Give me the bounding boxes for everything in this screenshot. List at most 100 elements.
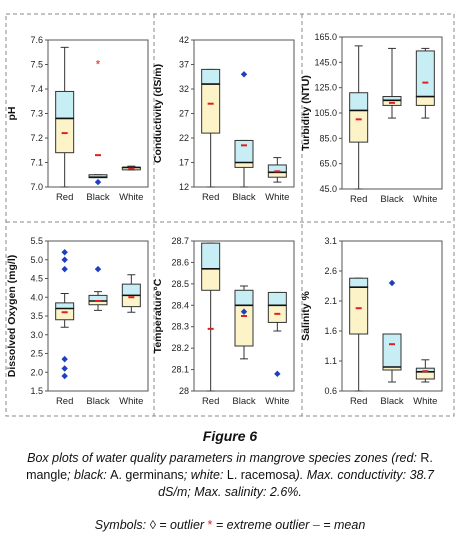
y-tick-label: 22 xyxy=(179,133,189,143)
y-tick-label: 7.5 xyxy=(30,60,43,70)
y-axis-label: Temperature°C xyxy=(152,278,164,353)
chart-panel-5: 28 28.1 28.2 28.3 28.4 28.5 28.6 28.7 Temperatur… xyxy=(152,236,295,407)
box-upper-quartile xyxy=(382,333,402,368)
outlier-point xyxy=(61,365,68,372)
box-lower-quartile xyxy=(349,286,369,335)
outlier-point xyxy=(61,265,68,273)
figure-outer-frame xyxy=(5,13,455,417)
box-upper-quartile xyxy=(234,139,254,163)
y-tick-label: 1.6 xyxy=(324,326,337,336)
y-tick-label: 7.3 xyxy=(30,109,43,119)
outlier-point xyxy=(61,372,68,380)
extreme-outlier-point: * xyxy=(96,58,101,72)
symbols-prefix: Symbols: xyxy=(94,518,150,532)
outlier-point xyxy=(61,256,68,263)
y-tick-label: 125.0 xyxy=(314,83,337,93)
outlier-symbol-glyph: ◊ xyxy=(149,518,156,532)
y-tick-label: 32 xyxy=(179,84,189,94)
box-lower-quartile xyxy=(201,268,221,291)
y-tick-label: 12 xyxy=(179,182,189,192)
x-category-label: Black xyxy=(232,396,255,407)
outlier-legend-text: = outlier xyxy=(155,518,208,532)
outlier-point xyxy=(94,178,102,186)
y-tick-label: 28.7 xyxy=(171,236,189,246)
box-upper-quartile xyxy=(267,291,287,306)
figure-label: Figure 6 xyxy=(202,428,258,444)
y-tick-label: 165.0 xyxy=(314,32,337,42)
box-lower-quartile xyxy=(201,83,221,134)
y-tick-label: 7.2 xyxy=(30,133,43,143)
caption-text-2: ; black: xyxy=(67,468,111,482)
y-tick-label: 4.5 xyxy=(30,274,43,284)
x-category-label: White xyxy=(119,396,143,407)
x-category-label: Black xyxy=(380,396,403,407)
y-tick-label: 28.6 xyxy=(171,257,189,267)
y-tick-label: 5.0 xyxy=(30,255,43,265)
y-tick-label: 65.0 xyxy=(319,159,337,169)
box-upper-quartile xyxy=(201,68,221,85)
y-tick-label: 28 xyxy=(179,386,189,396)
outlier-point xyxy=(274,370,281,378)
x-category-label: White xyxy=(413,396,437,407)
box-upper-quartile xyxy=(349,92,369,111)
x-category-label: Red xyxy=(56,192,73,203)
y-tick-label: 0.6 xyxy=(324,386,337,396)
outlier-point xyxy=(388,279,396,287)
box-upper-quartile xyxy=(415,50,435,98)
box-upper-quartile xyxy=(55,90,75,119)
x-category-label: Red xyxy=(202,396,219,407)
figure-caption: Box plots of water quality parameters in… xyxy=(10,450,450,501)
y-axis-label: Dissolved Oxygen (mg/l) xyxy=(6,255,18,378)
y-tick-label: 7.4 xyxy=(30,84,43,94)
x-category-label: Black xyxy=(86,396,109,407)
y-tick-label: 28.3 xyxy=(171,322,189,332)
y-tick-label: 4.0 xyxy=(30,292,43,302)
y-tick-label: 1.1 xyxy=(324,356,337,366)
chart-panel-3: 45.0 65.0 85.0 105.0 125.0 145.0 165.0 Turbidit… xyxy=(300,32,443,205)
x-category-label: Black xyxy=(380,194,403,205)
y-tick-label: 28.2 xyxy=(171,343,189,353)
x-category-label: White xyxy=(265,192,289,203)
box-lower-quartile xyxy=(349,109,369,143)
y-tick-label: 7.0 xyxy=(30,182,43,192)
y-tick-label: 7.1 xyxy=(30,158,43,168)
mean-symbol-glyph: – xyxy=(312,518,320,532)
y-tick-label: 3.1 xyxy=(324,236,337,246)
y-axis-label: pH xyxy=(6,107,18,121)
box-lower-quartile xyxy=(415,96,435,106)
y-tick-label: 27 xyxy=(179,109,189,119)
box-lower-quartile xyxy=(415,371,435,380)
caption-text-3: ; white: xyxy=(183,468,227,482)
y-tick-label: 2.6 xyxy=(324,266,337,276)
y-tick-label: 7.6 xyxy=(30,35,43,45)
y-tick-label: 17 xyxy=(179,158,189,168)
outlier-point xyxy=(240,308,248,315)
extreme-outlier-legend-text: = extreme outlier xyxy=(212,518,313,532)
x-category-label: White xyxy=(265,396,289,407)
outlier-point xyxy=(61,249,68,256)
y-tick-label: 85.0 xyxy=(319,133,337,143)
x-category-label: Red xyxy=(56,396,73,407)
symbols-legend: Symbols: ◊ = outlier * = extreme outlier… xyxy=(0,518,460,532)
y-tick-label: 3.0 xyxy=(30,330,43,340)
x-category-label: Red xyxy=(202,192,219,203)
y-tick-label: 1.5 xyxy=(30,386,43,396)
x-category-label: White xyxy=(119,192,143,203)
y-tick-label: 28.1 xyxy=(171,365,189,375)
box-upper-quartile xyxy=(121,283,141,296)
y-axis-label: Conductivity (dS/m) xyxy=(152,64,164,163)
outlier-point xyxy=(240,71,248,78)
y-tick-label: 37 xyxy=(179,60,189,70)
box-upper-quartile xyxy=(55,302,75,309)
caption-species-white: L. racemosa xyxy=(226,468,296,482)
chart-panel-4: 1.5 2.0 2.5 3.0 3.5 4.0 4.5 5.0 5.5 Dissolved Oxy… xyxy=(6,236,149,407)
y-tick-label: 2.1 xyxy=(324,296,337,306)
extreme-outlier-symbol-glyph: * xyxy=(207,518,213,532)
caption-species-red: R. mangle xyxy=(26,451,433,482)
x-category-label: Black xyxy=(86,192,109,203)
mean-legend-text: = mean xyxy=(319,518,366,532)
caption-species-black: A. germinans xyxy=(110,468,184,482)
chart-panel-6: 0.6 1.1 1.6 2.1 2.6 3.1 Salinity % Red Black Whit… xyxy=(300,236,443,407)
x-category-label: Black xyxy=(232,192,255,203)
box-lower-quartile xyxy=(55,308,75,321)
